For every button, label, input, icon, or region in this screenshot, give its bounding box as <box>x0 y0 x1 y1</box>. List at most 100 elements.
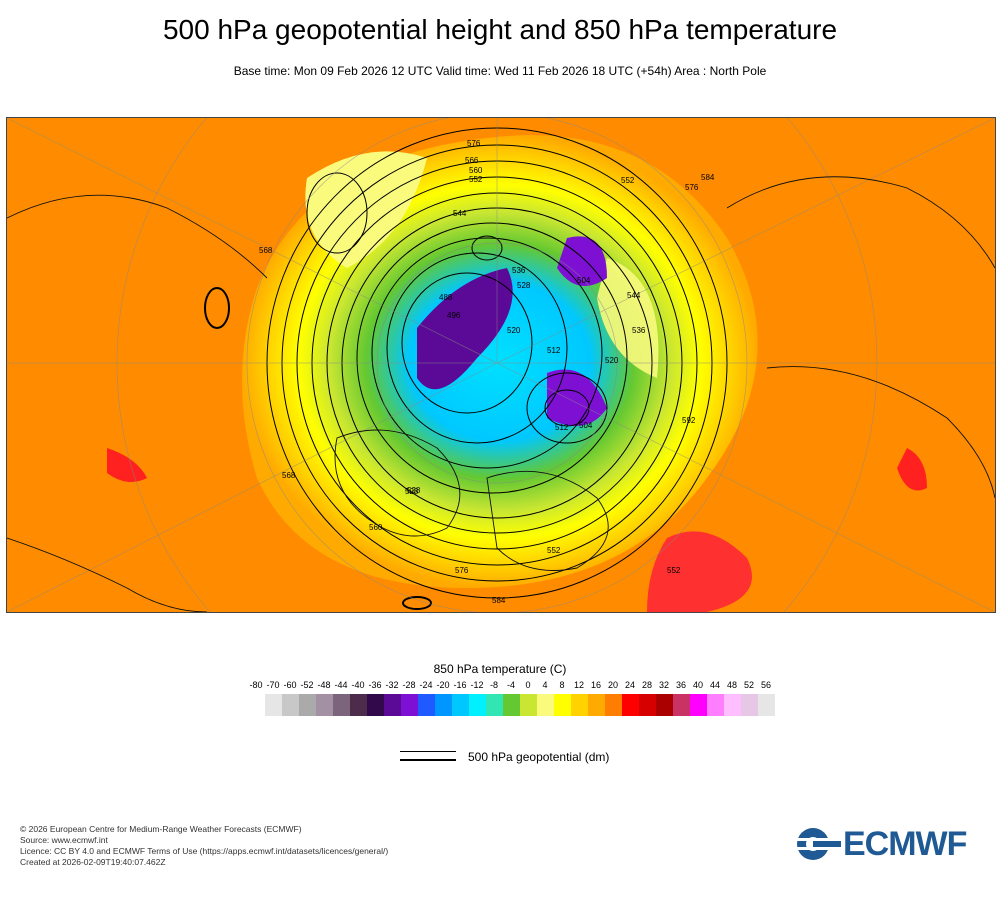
colorbar-swatch <box>622 694 639 716</box>
contour-label: 488 <box>439 293 453 302</box>
contour-label: 568 <box>259 246 273 255</box>
colorbar-tick-label: 36 <box>675 680 687 690</box>
colorbar-tick-label: -40 <box>351 680 365 690</box>
colorbar-swatch <box>656 694 673 716</box>
hot-region-west <box>107 448 147 482</box>
colorbar-tick-label: 40 <box>692 680 704 690</box>
temperature-colorbar <box>265 694 775 716</box>
colorbar-tick-label: -44 <box>334 680 348 690</box>
cold-core-central <box>417 268 513 390</box>
colorbar-tick-label: -16 <box>453 680 467 690</box>
colorbar-swatch <box>367 694 384 716</box>
colorbar-swatch <box>333 694 350 716</box>
colorbar-swatch <box>605 694 622 716</box>
colorbar-swatch <box>469 694 486 716</box>
colorbar-tick-label: 44 <box>709 680 721 690</box>
colorbar-swatch <box>741 694 758 716</box>
geopotential-line-sample <box>400 759 456 761</box>
colorbar-swatch <box>707 694 724 716</box>
contour-label: 504 <box>577 276 591 285</box>
contour-label: 592 <box>682 416 696 425</box>
colorbar-tick-label: -48 <box>317 680 331 690</box>
colorbar-tick-label: -80 <box>249 680 263 690</box>
contour-label: 496 <box>447 311 461 320</box>
colorbar-tick-label: -36 <box>368 680 382 690</box>
chart-title: 500 hPa geopotential height and 850 hPa … <box>162 14 838 45</box>
contour-label: 512 <box>555 423 569 432</box>
colorbar-swatch <box>265 694 282 716</box>
colorbar-swatch <box>690 694 707 716</box>
contour-label: 576 <box>467 139 481 148</box>
contour-label: 544 <box>453 209 467 218</box>
contour-label: 552 <box>469 175 483 184</box>
colorbar-swatch <box>503 694 520 716</box>
colorbar-swatch <box>520 694 537 716</box>
colorbar-tick-label: -28 <box>402 680 416 690</box>
contour-label: 512 <box>547 346 561 355</box>
footer-credits: © 2026 European Centre for Medium-Range … <box>20 824 388 868</box>
contour-label: 544 <box>627 291 641 300</box>
contour-label: 576 <box>685 183 699 192</box>
contour-label: 536 <box>512 266 526 275</box>
ecmwf-logo-icon <box>795 828 841 860</box>
colorbar-tick-label: -4 <box>506 680 516 690</box>
contour-label: 568 <box>282 471 296 480</box>
colorbar-tick-label: 32 <box>658 680 670 690</box>
contour-label: 552 <box>667 566 681 575</box>
contour-label: 528 <box>405 487 419 496</box>
colorbar-tick-label: -20 <box>436 680 450 690</box>
colorbar-tick-label: 0 <box>525 680 531 690</box>
colorbar-swatch <box>435 694 452 716</box>
colorbar-tick-label: -12 <box>470 680 484 690</box>
north-pole-map: 576 566 560 552 552 576 584 544 536 528 … <box>6 117 996 613</box>
geopotential-line-sample <box>400 751 456 752</box>
colorbar-tick-label: 12 <box>573 680 585 690</box>
contour-label: 576 <box>455 566 469 575</box>
yellow-tongue-east <box>597 258 659 378</box>
colorbar-swatch <box>316 694 333 716</box>
colorbar-tick-label: 56 <box>760 680 772 690</box>
colorbar-tick-label: -60 <box>283 680 297 690</box>
colorbar-swatch <box>350 694 367 716</box>
colorbar-tick-label: -8 <box>489 680 499 690</box>
colorbar-tick-label: 24 <box>624 680 636 690</box>
colorbar-tick-label: 20 <box>607 680 619 690</box>
colorbar-swatch <box>673 694 690 716</box>
contour-label: 584 <box>701 173 715 182</box>
hot-region-south-east <box>647 531 752 612</box>
map-svg: 576 566 560 552 552 576 584 544 536 528 … <box>7 118 995 612</box>
contour-label: 520 <box>605 356 619 365</box>
copyright-text: © 2026 European Centre for Medium-Range … <box>20 824 302 834</box>
contour-label: 528 <box>407 486 421 495</box>
colorbar-tick-label: 48 <box>726 680 738 690</box>
temperature-legend-title: 850 hPa temperature (C) <box>433 662 567 676</box>
colorbar-tick-label: 16 <box>590 680 602 690</box>
colorbar-swatch <box>571 694 588 716</box>
created-text: Created at 2026-02-09T19:40:07.462Z <box>20 857 166 867</box>
graticule <box>7 118 995 612</box>
hot-region-east <box>897 448 927 491</box>
colorbar-tick-label: 4 <box>542 680 548 690</box>
colorbar-tick-label: -52 <box>300 680 314 690</box>
contour-label: 528 <box>517 281 531 290</box>
colorbar-swatch <box>299 694 316 716</box>
colorbar-swatch <box>554 694 571 716</box>
colorbar-swatch <box>452 694 469 716</box>
cold-core-east <box>547 369 607 426</box>
contour-label: 566 <box>465 156 479 165</box>
colorbar-tick-label: -32 <box>385 680 399 690</box>
colorbar-tick-label: -24 <box>419 680 433 690</box>
coastlines <box>7 176 995 612</box>
contour-label: 520 <box>507 326 521 335</box>
colorbar-swatch <box>639 694 656 716</box>
colorbar-swatch <box>282 694 299 716</box>
licence-text: Licence: CC BY 4.0 and ECMWF Terms of Us… <box>20 846 389 856</box>
colorbar-swatch <box>486 694 503 716</box>
colorbar-tick-label: -70 <box>266 680 280 690</box>
contour-label: 584 <box>492 596 506 605</box>
contour-label: 552 <box>621 176 635 185</box>
ecmwf-logo: ECMWF <box>795 825 985 863</box>
colorbar-swatch <box>418 694 435 716</box>
contour-label: 504 <box>579 421 593 430</box>
contour-label: 560 <box>469 166 483 175</box>
